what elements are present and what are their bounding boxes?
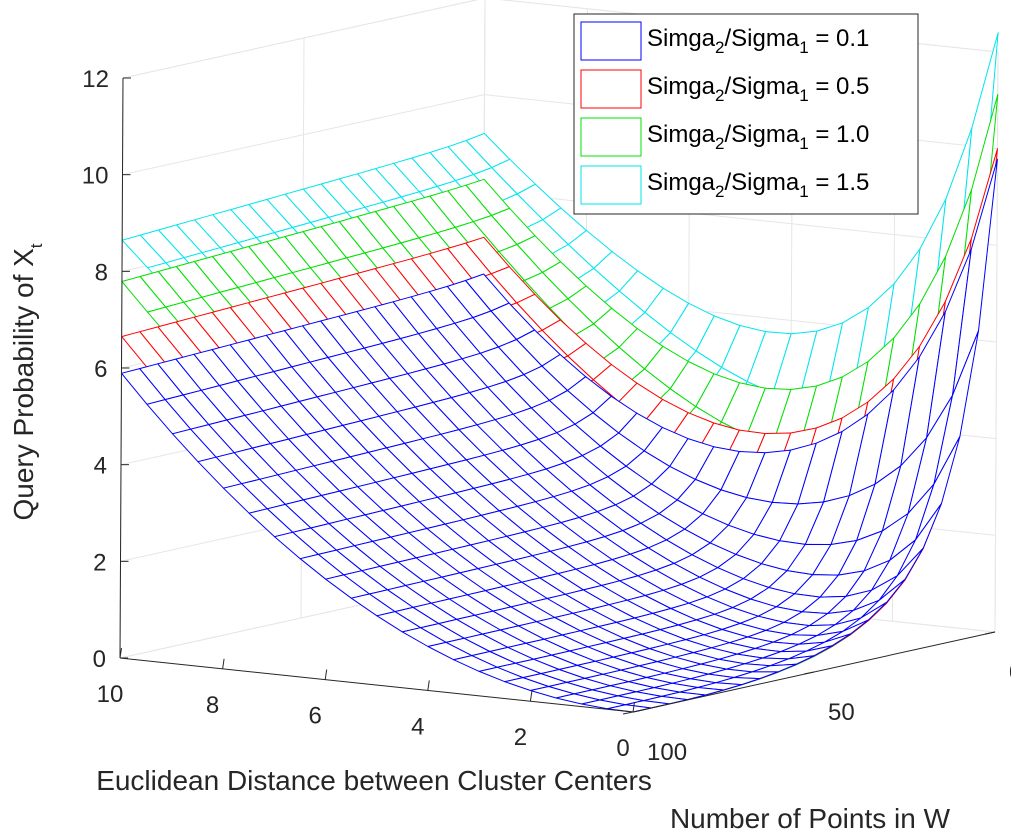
legend-label: Simga2/Sigma1 = 1.0 xyxy=(647,121,869,153)
y-axis-label: Number of Points in W xyxy=(670,803,951,834)
z-tick-label: 10 xyxy=(82,163,109,190)
n-tick-mark xyxy=(803,671,815,675)
z-axis-label: Query Probability of Xt xyxy=(8,243,46,520)
z-tick-label: 0 xyxy=(93,646,106,673)
tick-labels: 0246810120246810050100 xyxy=(82,66,1011,766)
x-tick-label: 8 xyxy=(206,692,219,719)
x-tick-mark xyxy=(119,647,122,659)
n-tick-label: 0 xyxy=(1009,659,1011,686)
x-tick-mark xyxy=(427,680,430,691)
legend-label: Simga2/Sigma1 = 1.5 xyxy=(647,169,869,201)
legend-entry-2: Simga2/Sigma1 = 1.0 xyxy=(580,117,869,157)
x-tick-mark xyxy=(324,669,328,680)
x-tick-label: 2 xyxy=(514,724,527,751)
legend-swatch xyxy=(580,69,642,109)
x-tick-label: 10 xyxy=(97,681,124,708)
x-tick-label: 4 xyxy=(411,713,424,740)
z-tick-label: 6 xyxy=(94,356,107,383)
n-tick-label: 50 xyxy=(828,699,855,726)
legend: Simga2/Sigma1 = 0.1 Simga2/Sigma1 = 0.5 Si… xyxy=(573,13,919,215)
z-tick-label: 4 xyxy=(94,453,107,480)
surface-series-0 xyxy=(121,158,998,713)
legend-entry-0: Simga2/Sigma1 = 0.1 xyxy=(580,21,869,61)
x-tick-label: 6 xyxy=(309,703,322,730)
z-tick-label: 12 xyxy=(82,66,109,93)
x-axis-label: Euclidean Distance between Cluster Cente… xyxy=(96,765,652,796)
x-tick-label: 0 xyxy=(616,735,629,762)
zgrid-right-wall xyxy=(483,190,998,246)
legend-entry-3: Simga2/Sigma1 = 1.5 xyxy=(580,165,869,205)
x-axis-line xyxy=(119,657,634,713)
legend-swatch xyxy=(580,165,642,205)
surfaces xyxy=(121,32,999,713)
n-tick-mark xyxy=(984,631,996,635)
legend-entry-1: Simga2/Sigma1 = 0.5 xyxy=(580,69,869,109)
z-tick-label: 2 xyxy=(93,549,106,576)
legend-swatch xyxy=(580,117,642,157)
x-tick-mark xyxy=(632,701,635,713)
n-tick-label: 100 xyxy=(647,739,687,766)
n-tick-mark xyxy=(622,711,634,715)
x-tick-mark xyxy=(222,658,225,669)
x-tick-mark xyxy=(529,691,533,702)
legend-label: Simga2/Sigma1 = 0.1 xyxy=(647,25,869,57)
legend-swatch xyxy=(580,21,642,61)
z-tick-label: 8 xyxy=(95,259,108,286)
legend-label: Simga2/Sigma1 = 0.5 xyxy=(647,73,869,105)
